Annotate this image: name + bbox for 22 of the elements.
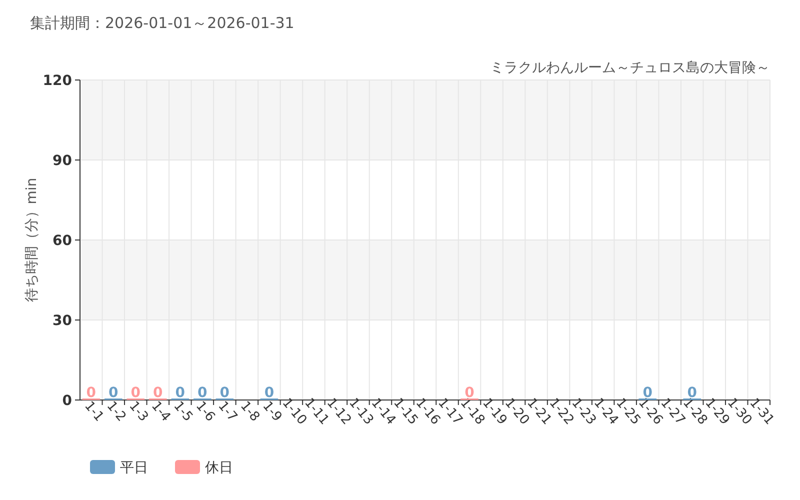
chart-subtitle: 集計期間：2026-01-01～2026-01-31 [30,14,294,32]
legend-label: 休日 [205,460,233,476]
data-label: 0 [130,385,141,401]
y-axis-title: 待ち時間（分）min [24,178,40,302]
data-label: 0 [198,385,208,401]
data-label: 0 [153,385,164,401]
chart-title: ミラクルわんルーム～チュロス島の大冒険～ [490,60,770,76]
data-label: 0 [175,385,186,401]
data-label: 0 [108,385,119,401]
y-tick-label: 30 [52,313,72,329]
y-tick-label: 60 [52,233,72,249]
legend-label: 平日 [120,460,148,476]
data-label: 0 [86,385,96,401]
y-tick-label: 90 [52,153,72,169]
data-label: 0 [264,385,274,401]
y-tick-label: 0 [62,393,72,409]
data-label: 0 [220,385,230,401]
data-label: 0 [464,385,475,401]
y-tick-label: 120 [42,73,72,89]
data-label: 0 [687,385,698,401]
data-label: 0 [642,385,653,401]
x-tick-label: 1-1 [81,398,106,425]
